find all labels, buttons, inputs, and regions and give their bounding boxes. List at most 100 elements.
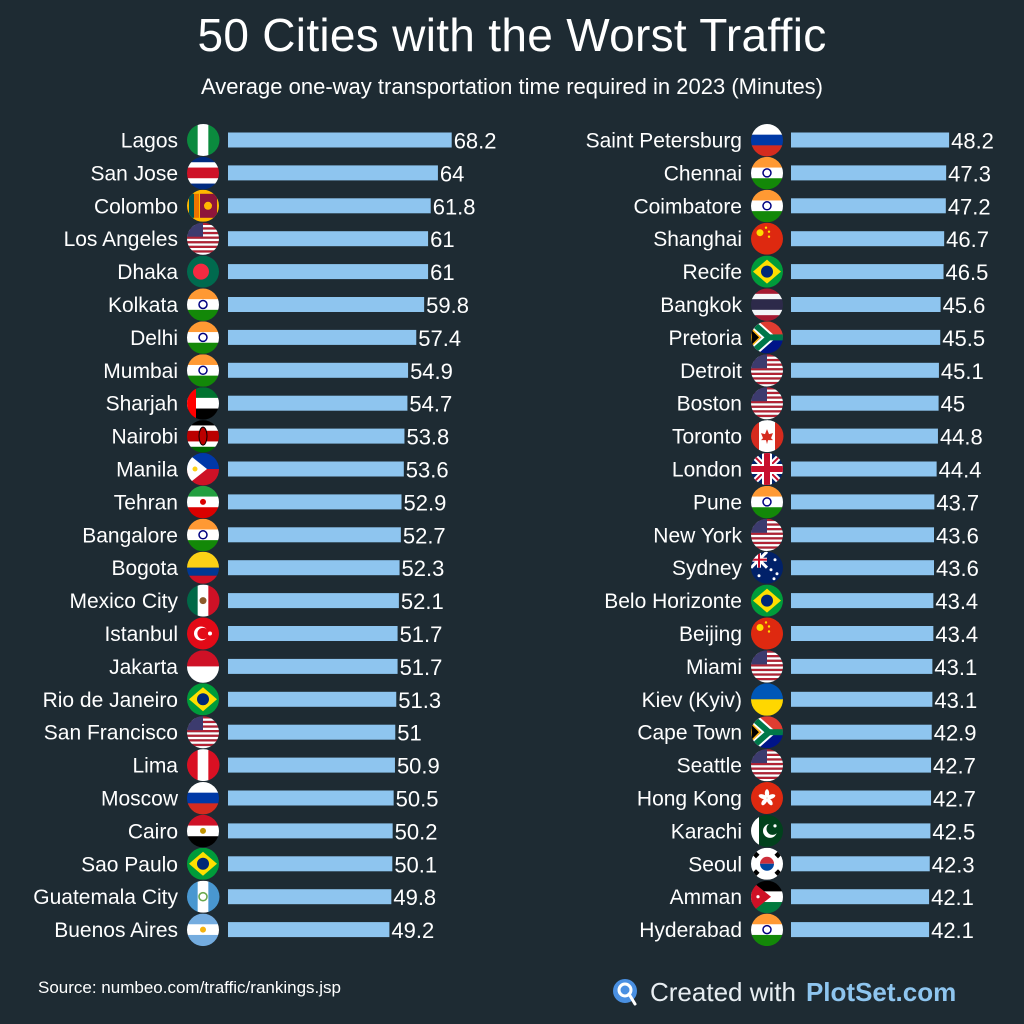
argentina-flag-icon (187, 913, 219, 947)
value-label: 44.8 (940, 425, 983, 450)
category-label: Mexico City (69, 590, 178, 613)
category-label: Rio de Janeiro (43, 689, 178, 712)
canada-flag-icon (751, 420, 784, 453)
bar (228, 658, 398, 674)
india-flag-icon (751, 156, 783, 190)
nigeria-flag-icon (187, 124, 220, 156)
category-label: Delhi (130, 327, 178, 350)
bar-row: New York 43.6 (653, 518, 979, 551)
uk-flag-icon (751, 453, 783, 485)
bar (791, 790, 932, 806)
value-label: 45 (941, 392, 965, 417)
bar (228, 297, 425, 312)
jordan-flag-icon (751, 880, 783, 914)
bar (791, 691, 933, 707)
bar-row: Coimbatore 47.2 (633, 189, 991, 223)
value-label: 45.6 (943, 293, 986, 318)
category-label: Lagos (121, 130, 178, 153)
bar (791, 165, 947, 181)
value-label: 52.9 (404, 490, 447, 515)
thailand-flag-icon (751, 288, 783, 321)
bar (791, 593, 934, 609)
bar-row: Kolkata 59.8 (108, 288, 469, 321)
value-label: 42.5 (932, 819, 975, 844)
category-label: Lima (132, 755, 178, 778)
bar (228, 231, 429, 247)
bar (791, 264, 944, 280)
value-label: 44.4 (939, 458, 982, 483)
value-label: 46.5 (946, 260, 989, 285)
value-label: 47.2 (948, 194, 991, 219)
value-label: 42.1 (931, 918, 974, 943)
bar-row: Bangkok 45.6 (660, 288, 986, 321)
value-label: 43.7 (936, 490, 979, 515)
mexico-flag-icon (187, 584, 220, 617)
bar-row: Bogota 52.3 (111, 551, 445, 584)
bar-row: London 44.4 (672, 453, 982, 485)
bar (791, 889, 930, 905)
bar (791, 494, 935, 510)
bar (228, 264, 429, 280)
category-label: Dhaka (117, 261, 178, 284)
category-label: Amman (670, 886, 742, 909)
bar (791, 527, 935, 543)
bar (791, 329, 941, 345)
bar (791, 395, 939, 411)
value-label: 64 (440, 161, 464, 186)
bar (228, 560, 400, 576)
value-label: 52.1 (401, 589, 444, 614)
uae-flag-icon (187, 387, 219, 420)
brand-name: PlotSet.com (805, 976, 957, 1007)
category-label: Coimbatore (633, 195, 742, 218)
chart-subtitle: Average one-way transportation time requ… (200, 74, 824, 99)
bar-row: Beijing 43.4 (679, 617, 978, 650)
value-label: 57.4 (418, 326, 461, 351)
category-label: Bangalore (82, 524, 178, 547)
india-flag-icon (187, 354, 219, 387)
category-label: Buenos Aires (54, 919, 178, 942)
bar (228, 922, 390, 938)
bar-row: Lima 50.9 (132, 749, 440, 782)
category-label: Bangkok (660, 294, 742, 317)
created-with-credit: Created with PlotSet.com (610, 974, 956, 1010)
bar (791, 461, 937, 477)
value-label: 45.1 (941, 359, 984, 384)
bar (791, 560, 935, 576)
created-with-text: Created with (650, 976, 796, 1007)
bar (228, 132, 452, 148)
value-label: 42.3 (932, 852, 975, 877)
category-label: Moscow (101, 788, 179, 811)
bar-row: Moscow 50.5 (101, 782, 438, 815)
usa-flag-icon (751, 387, 783, 420)
usa-flag-icon (751, 749, 783, 782)
bar-row: Cairo 50.2 (128, 814, 437, 848)
bar-row: Rio de Janeiro 51.3 (43, 683, 441, 716)
bar (791, 198, 946, 214)
category-label: Shanghai (653, 228, 742, 251)
bar-row: Saint Petersburg 48.2 (586, 124, 994, 157)
bar (228, 362, 409, 378)
south-africa-flag-icon (751, 321, 783, 354)
category-label: Seattle (677, 755, 742, 778)
value-label: 51.7 (400, 655, 443, 680)
value-label: 43.1 (934, 688, 977, 713)
bar-row: Sao Paulo 50.1 (81, 847, 437, 880)
bar-row: Buenos Aires 49.2 (54, 913, 434, 947)
bar (228, 395, 408, 411)
india-flag-icon (187, 321, 219, 354)
value-label: 52.3 (402, 556, 445, 581)
category-label: San Jose (90, 162, 178, 185)
guatemala-flag-icon (187, 880, 220, 913)
source-note: Source: numbeo.com/traffic/rankings.jsp (38, 978, 341, 997)
category-label: Sydney (672, 557, 743, 580)
value-label: 68.2 (454, 129, 497, 154)
value-label: 43.4 (935, 622, 978, 647)
bar-row: Toronto 44.8 (672, 420, 983, 453)
value-label: 49.8 (393, 885, 436, 910)
india-flag-icon (751, 189, 783, 223)
category-label: Colombo (94, 195, 178, 218)
bar (791, 626, 934, 641)
category-label: Mumbai (103, 360, 178, 383)
ukraine-flag-icon (751, 683, 783, 716)
bar-row: Kiev (Kyiv) 43.1 (642, 683, 977, 716)
